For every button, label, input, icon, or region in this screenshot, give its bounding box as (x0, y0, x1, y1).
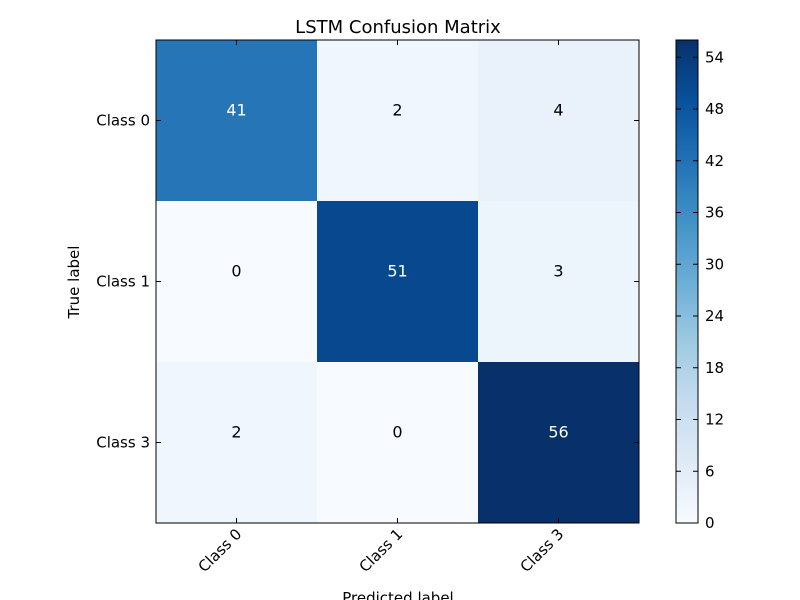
x-tick-label: Class 3 (517, 525, 568, 576)
colorbar-tick-label: 54 (705, 48, 724, 66)
colorbar-tick-label: 42 (705, 152, 724, 170)
cell-value-label: 41 (226, 101, 246, 120)
cell-value-label: 0 (231, 262, 241, 281)
heatmap-cell (156, 362, 318, 524)
heatmap-cell (156, 201, 318, 363)
colorbar-tick-label: 36 (705, 204, 724, 222)
colorbar-tick-label: 12 (705, 411, 724, 429)
heatmap-cell (478, 362, 640, 524)
heatmap-cell (317, 201, 479, 363)
heatmap-cell (317, 40, 479, 202)
colorbar-tick-label: 0 (705, 514, 715, 532)
heatmap-cell-labels: 41 2 4 0 51 3 2 0 56 (226, 101, 568, 442)
colorbar-tick-label: 48 (705, 100, 724, 118)
chart-title: LSTM Confusion Matrix (295, 17, 501, 38)
x-tick-label: Class 0 (195, 525, 246, 576)
colorbar-ticks: 0 6 12 18 24 30 36 42 48 54 (676, 48, 724, 532)
heatmap-cells (156, 40, 640, 524)
x-tick-labels: Class 0 Class 1 Class 3 (195, 525, 568, 576)
heatmap-cell (478, 40, 640, 202)
heatmap-cell (478, 201, 640, 363)
x-tick-label: Class 1 (356, 525, 407, 576)
colorbar-tick-label: 24 (705, 307, 724, 325)
colorbar (675, 39, 699, 524)
cell-value-label: 3 (553, 262, 563, 281)
y-axis-label: True label (65, 246, 83, 320)
cell-value-label: 51 (387, 262, 407, 281)
cell-value-label: 4 (553, 101, 563, 120)
colorbar-tick-label: 6 (705, 462, 715, 480)
cell-value-label: 0 (392, 423, 402, 442)
cell-value-label: 2 (231, 423, 241, 442)
x-axis-label: Predicted label (342, 589, 453, 600)
colorbar-tick-label: 18 (705, 359, 724, 377)
heatmap-cell (317, 362, 479, 524)
y-tick-label: Class 1 (96, 273, 150, 291)
y-tick-labels: Class 0 Class 1 Class 3 (96, 112, 150, 452)
y-tick-label: Class 3 (96, 434, 150, 452)
y-tick-label: Class 0 (96, 112, 150, 130)
axis-ticks (156, 40, 639, 523)
colorbar-tick-label: 30 (705, 255, 724, 273)
cell-value-label: 2 (392, 101, 402, 120)
cell-value-label: 56 (548, 423, 568, 442)
heatmap-cell (156, 40, 318, 202)
